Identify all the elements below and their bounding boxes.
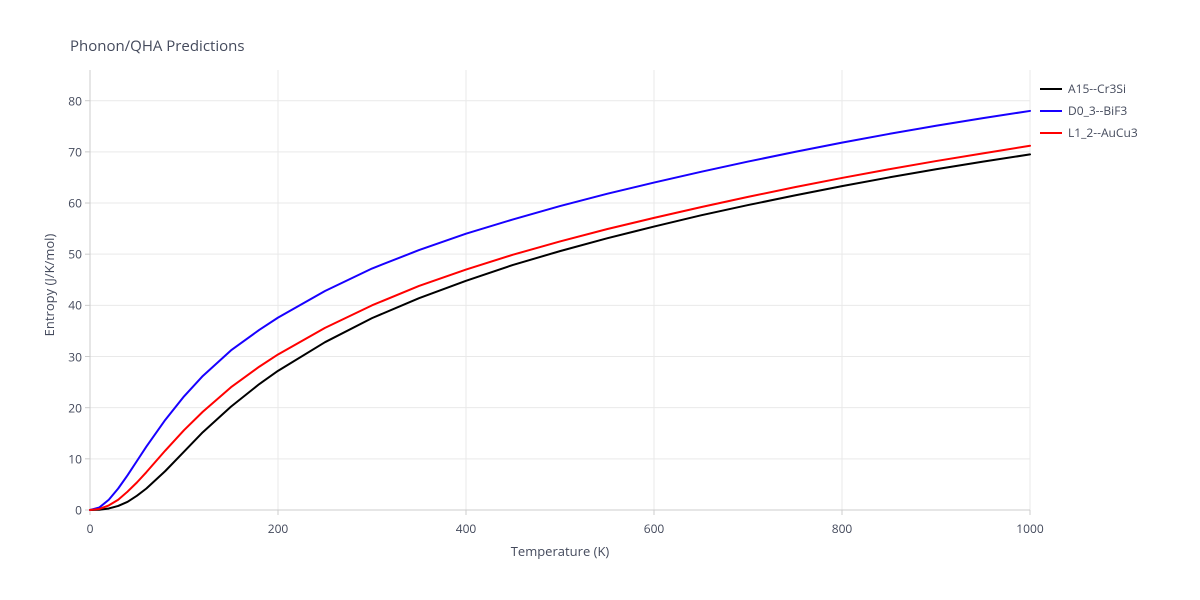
x-tick-label: 1000	[1016, 520, 1043, 537]
plot-area	[90, 70, 1030, 510]
y-tick-label: 40	[60, 297, 82, 314]
entropy-chart: Phonon/QHA Predictions Temperature (K) E…	[0, 0, 1200, 600]
legend-item[interactable]: A15--Cr3Si	[1040, 80, 1138, 97]
legend-swatch	[1040, 110, 1062, 112]
x-tick-label: 200	[268, 520, 289, 537]
legend-item[interactable]: L1_2--AuCu3	[1040, 124, 1138, 141]
chart-title: Phonon/QHA Predictions	[70, 36, 245, 56]
y-axis-label: Entropy (J/K/mol)	[40, 225, 58, 345]
x-tick-label: 600	[644, 520, 665, 537]
x-tick-label: 400	[456, 520, 477, 537]
legend: A15--Cr3Si D0_3--BiF3 L1_2--AuCu3	[1040, 80, 1138, 146]
legend-label: D0_3--BiF3	[1068, 102, 1127, 119]
y-tick-label: 80	[60, 92, 82, 109]
legend-swatch	[1040, 132, 1062, 134]
x-axis-label: Temperature (K)	[500, 542, 620, 560]
legend-swatch	[1040, 88, 1062, 90]
legend-item[interactable]: D0_3--BiF3	[1040, 102, 1138, 119]
y-tick-label: 60	[60, 195, 82, 212]
y-tick-label: 10	[60, 450, 82, 467]
y-tick-label: 70	[60, 143, 82, 160]
y-tick-label: 50	[60, 246, 82, 263]
x-tick-label: 800	[832, 520, 853, 537]
y-tick-label: 0	[60, 502, 82, 519]
y-tick-label: 30	[60, 348, 82, 365]
legend-label: L1_2--AuCu3	[1068, 124, 1138, 141]
legend-label: A15--Cr3Si	[1068, 80, 1126, 97]
x-tick-label: 0	[87, 520, 94, 537]
y-tick-label: 20	[60, 399, 82, 416]
